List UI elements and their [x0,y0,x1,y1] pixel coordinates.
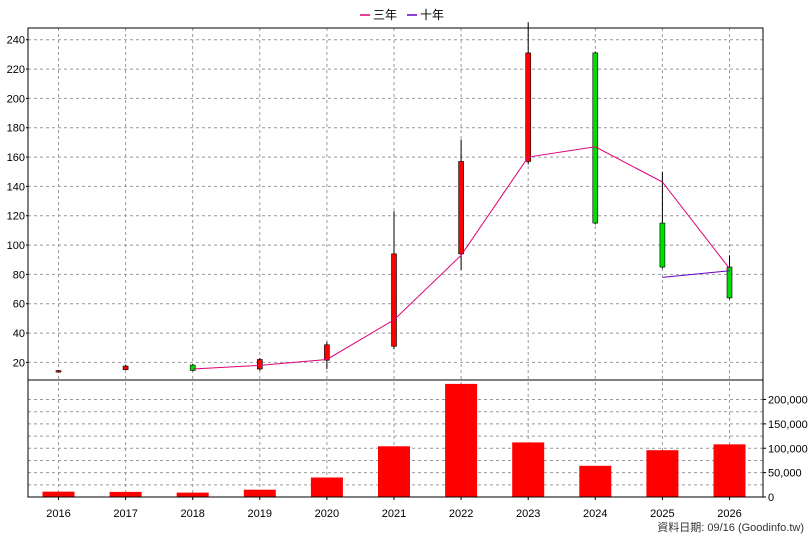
volume-bar [109,491,142,497]
volume-bar [646,450,679,497]
y-tick-label: 100 [7,240,25,252]
volume-tick-label: 200,000 [768,395,808,407]
candle-body [55,370,62,373]
y-tick-label: 200 [7,93,25,105]
plot-frame [27,27,764,498]
x-tick-label: 2018 [180,508,204,520]
volume-bar [42,491,75,497]
series-line [662,270,730,278]
volume-bar [579,465,612,497]
x-tick-label: 2019 [248,508,272,520]
x-tick-label: 2026 [717,508,741,520]
candle-body [391,253,397,347]
series-line [192,146,730,370]
candle-body [659,222,666,268]
volume-bar [713,444,746,497]
y-tick-label: 180 [7,123,25,135]
candle-body [324,344,330,361]
x-tick-label: 2023 [516,508,540,520]
x-tick-label: 2025 [650,508,674,520]
candle-body [458,161,464,255]
candle-body [256,359,263,370]
y-tick-label: 120 [7,211,25,223]
x-tick-label: 2021 [382,508,406,520]
volume-bar [512,442,545,497]
legend-label: 十年 [420,8,444,22]
candle-body [726,266,733,299]
y-tick-label: 80 [13,269,25,281]
volume-tick-label: 150,000 [768,419,808,431]
candle-body [189,364,196,371]
y-tick-label: 220 [7,64,25,76]
volume-tick-label: 0 [768,492,774,504]
volume-bar [445,383,478,497]
volume-bar [378,446,410,497]
volume-tick-label: 50,000 [768,468,802,480]
volume-tick-label: 100,000 [768,443,808,455]
y-tick-label: 40 [13,328,25,340]
candle-body [122,365,129,371]
volume-bar [243,489,276,497]
y-tick-label: 240 [7,35,25,47]
legend-label: 三年 [373,8,397,22]
y-tick-label: 160 [7,152,25,164]
y-tick-label: 60 [13,299,25,311]
volume-bar [176,492,209,497]
x-tick-label: 2016 [46,508,70,520]
x-tick-label: 2024 [583,508,607,520]
x-tick-label: 2020 [315,508,339,520]
candle-body [592,52,599,224]
candle-body [525,52,532,162]
x-tick-label: 2017 [113,508,137,520]
volume-bar [310,477,343,497]
y-tick-label: 140 [7,181,25,193]
y-tick-label: 20 [13,357,25,369]
source-text: 資料日期: 09/16 (Goodinfo.tw) [657,520,804,534]
x-tick-label: 2022 [449,508,473,520]
